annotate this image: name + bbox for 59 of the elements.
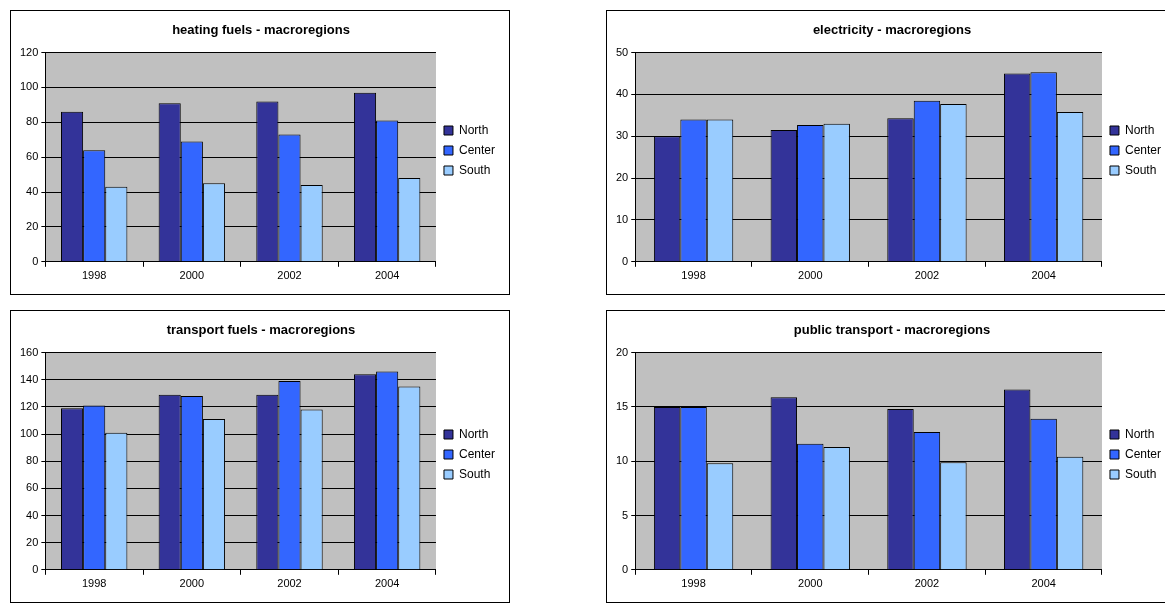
y-tick-label: 50 — [615, 45, 629, 58]
legend-label: North — [1124, 122, 1155, 137]
x-tick-label: 2000 — [179, 577, 205, 590]
legend-label: Center — [1124, 446, 1162, 461]
legend-label: South — [458, 162, 491, 177]
y-tick-label: 10 — [615, 212, 629, 225]
y-tick-label: 120 — [19, 45, 39, 58]
x-tick-label: 1998 — [81, 269, 107, 282]
y-tick-label: 100 — [19, 427, 39, 440]
y-tick-label: 5 — [622, 508, 629, 521]
y-tick-label: 20 — [26, 535, 39, 548]
y-tick-label: 60 — [26, 150, 39, 163]
x-tick-label: 1998 — [81, 577, 107, 590]
y-tick-label: 0 — [622, 254, 629, 267]
x-tick-label: 2004 — [374, 577, 400, 590]
y-tick-label: 160 — [19, 345, 39, 358]
y-tick-label: 40 — [26, 185, 39, 198]
chart-title: public transport - macroregions — [793, 322, 991, 338]
y-tick-label: 100 — [19, 80, 39, 93]
legend-label: Center — [1124, 142, 1162, 157]
y-tick-label: 20 — [615, 345, 629, 358]
y-tick-label: 60 — [26, 481, 39, 494]
y-tick-label: 15 — [615, 399, 629, 412]
chart-title: electricity - macroregions — [812, 22, 972, 38]
x-tick-label: 2002 — [914, 269, 940, 282]
chart-title: heating fuels - macroregions — [172, 22, 350, 38]
x-tick-label: 1998 — [681, 577, 706, 590]
x-tick-label: 2004 — [1031, 577, 1056, 590]
y-tick-label: 40 — [615, 87, 629, 100]
legend-label: North — [458, 426, 489, 441]
y-tick-label: 30 — [615, 129, 629, 142]
y-tick-label: 40 — [26, 508, 39, 521]
x-tick-label: 2004 — [1031, 269, 1056, 282]
y-tick-label: 80 — [26, 454, 39, 467]
x-tick-label: 2000 — [798, 269, 823, 282]
legend-label: Center — [458, 142, 496, 157]
legend-label: North — [1124, 426, 1155, 441]
y-tick-label: 20 — [615, 171, 629, 184]
chart-title: transport fuels - macroregions — [166, 322, 356, 338]
x-tick-label: 2000 — [798, 577, 823, 590]
y-tick-label: 0 — [32, 254, 39, 267]
legend-label: South — [1124, 466, 1157, 481]
y-tick-label: 20 — [26, 219, 39, 232]
x-tick-label: 1998 — [681, 269, 706, 282]
x-tick-label: 2004 — [374, 269, 400, 282]
y-tick-label: 10 — [615, 454, 629, 467]
y-tick-label: 120 — [19, 399, 39, 412]
y-tick-label: 0 — [32, 562, 39, 575]
x-tick-label: 2000 — [179, 269, 205, 282]
y-tick-label: 80 — [26, 115, 39, 128]
y-tick-label: 140 — [19, 372, 39, 385]
x-tick-label: 2002 — [277, 269, 302, 282]
legend-label: Center — [458, 446, 496, 461]
legend-label: South — [1124, 162, 1157, 177]
legend-label: South — [458, 466, 491, 481]
x-tick-label: 2002 — [914, 577, 940, 590]
legend-label: North — [458, 122, 489, 137]
y-tick-label: 0 — [622, 562, 629, 575]
x-tick-label: 2002 — [277, 577, 302, 590]
